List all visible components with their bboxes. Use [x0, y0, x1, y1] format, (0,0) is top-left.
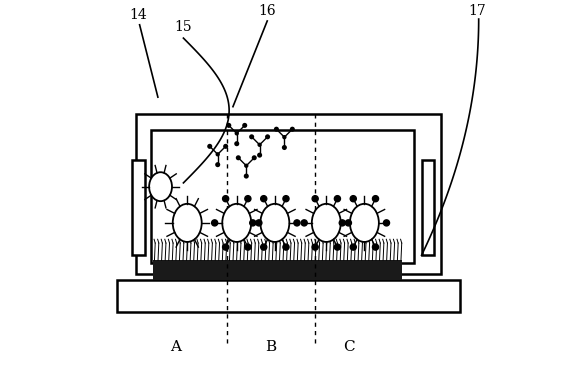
Ellipse shape — [350, 204, 379, 242]
Circle shape — [283, 196, 289, 202]
Circle shape — [350, 196, 356, 202]
Circle shape — [339, 220, 345, 226]
Circle shape — [234, 141, 239, 146]
Circle shape — [211, 220, 218, 226]
Bar — [117, 280, 460, 312]
Text: 15: 15 — [175, 20, 192, 34]
Circle shape — [244, 163, 248, 168]
Bar — [153, 260, 402, 280]
Circle shape — [350, 244, 356, 250]
Ellipse shape — [312, 204, 341, 242]
Bar — [422, 160, 434, 255]
Circle shape — [226, 123, 231, 128]
Circle shape — [256, 220, 262, 226]
Ellipse shape — [173, 204, 201, 242]
Circle shape — [215, 162, 220, 167]
Circle shape — [257, 153, 262, 158]
Circle shape — [290, 126, 295, 132]
Circle shape — [249, 134, 254, 139]
Circle shape — [245, 244, 251, 250]
Circle shape — [345, 220, 352, 226]
Circle shape — [260, 196, 267, 202]
Ellipse shape — [260, 204, 289, 242]
Circle shape — [223, 144, 228, 149]
Ellipse shape — [223, 204, 251, 242]
Text: C: C — [343, 340, 355, 354]
Circle shape — [274, 126, 279, 132]
Circle shape — [312, 196, 318, 202]
Circle shape — [294, 220, 300, 226]
Circle shape — [301, 220, 307, 226]
Circle shape — [373, 196, 378, 202]
Circle shape — [223, 196, 229, 202]
Circle shape — [244, 174, 249, 179]
Circle shape — [258, 142, 262, 147]
Circle shape — [335, 244, 340, 250]
Ellipse shape — [149, 172, 172, 201]
Circle shape — [283, 244, 289, 250]
Circle shape — [235, 131, 239, 136]
Bar — [151, 130, 414, 263]
Bar — [132, 160, 145, 255]
Bar — [136, 114, 440, 274]
Circle shape — [223, 244, 229, 250]
Circle shape — [265, 134, 270, 139]
Circle shape — [335, 196, 340, 202]
Circle shape — [242, 123, 247, 128]
Text: B: B — [266, 340, 277, 354]
Circle shape — [282, 145, 287, 150]
Circle shape — [373, 244, 378, 250]
Circle shape — [236, 155, 241, 160]
Circle shape — [252, 155, 257, 160]
Circle shape — [250, 220, 256, 226]
Text: 17: 17 — [468, 5, 486, 18]
Circle shape — [282, 135, 287, 139]
Text: A: A — [171, 340, 181, 354]
Circle shape — [245, 196, 251, 202]
Circle shape — [207, 144, 212, 149]
Circle shape — [215, 152, 220, 157]
Text: 14: 14 — [129, 8, 147, 22]
Circle shape — [260, 244, 267, 250]
Text: 16: 16 — [259, 5, 276, 18]
Circle shape — [384, 220, 390, 226]
Circle shape — [312, 244, 318, 250]
